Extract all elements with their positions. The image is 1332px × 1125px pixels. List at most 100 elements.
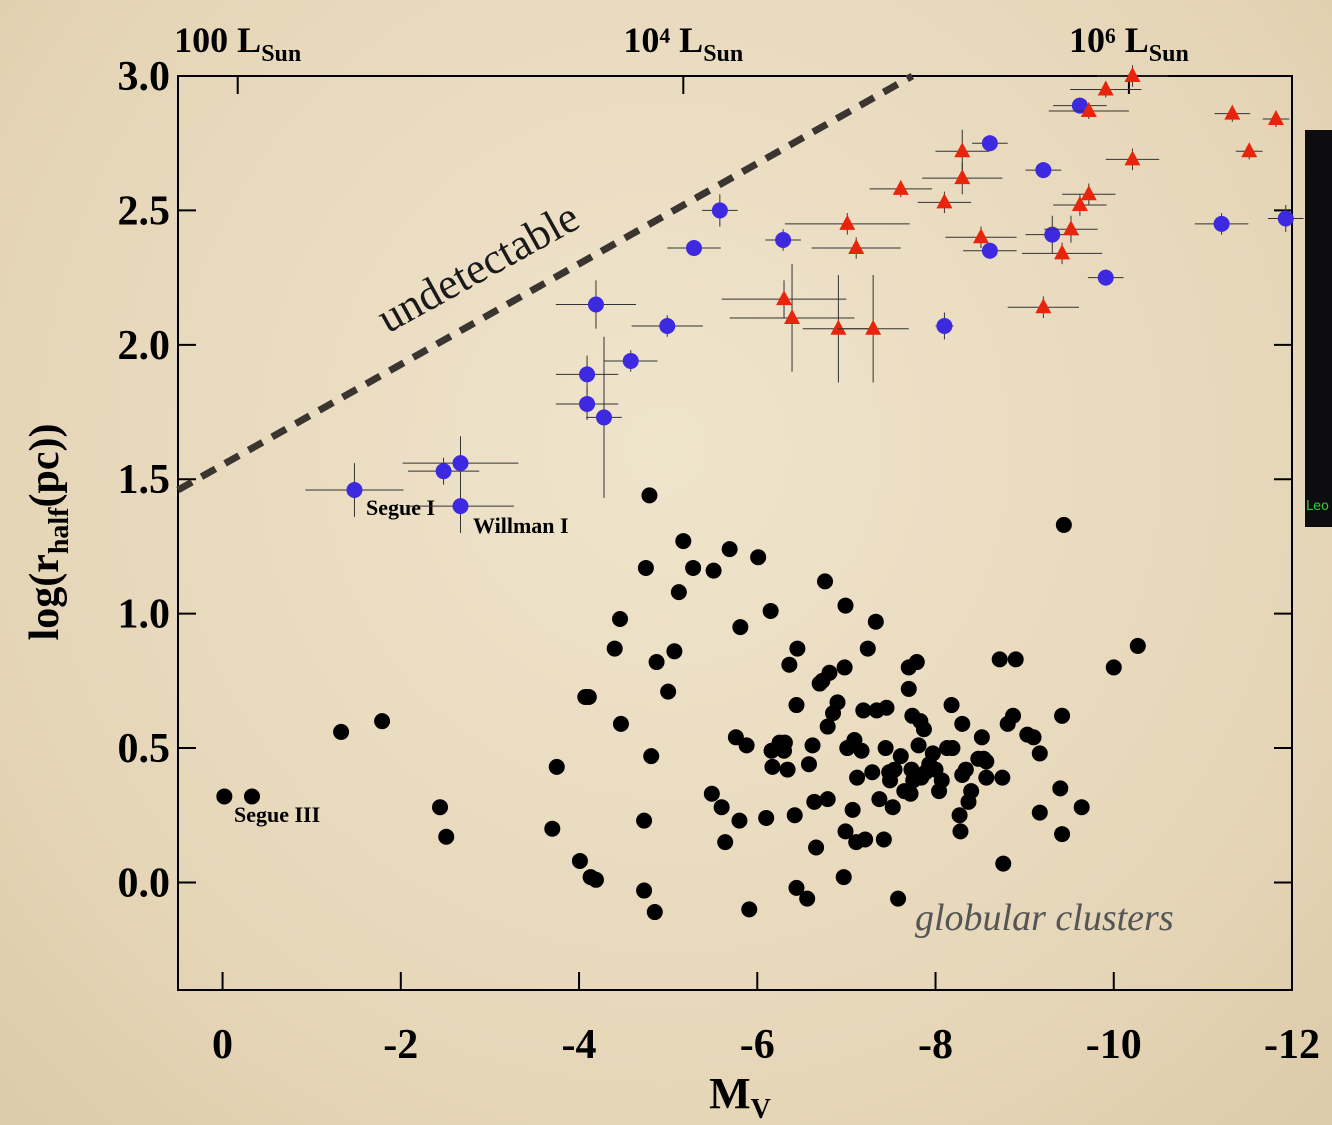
x-tick-label: -4 — [562, 1022, 597, 1068]
point — [844, 801, 861, 818]
point — [877, 740, 894, 757]
point — [924, 745, 941, 762]
point — [908, 654, 925, 671]
point — [830, 319, 847, 335]
point — [580, 688, 597, 705]
point — [848, 239, 865, 255]
point — [871, 791, 888, 808]
point — [981, 135, 998, 152]
y-tick-label: 0.5 — [118, 726, 171, 772]
point — [703, 785, 720, 802]
point — [1071, 97, 1088, 114]
point — [636, 882, 653, 899]
point — [670, 584, 687, 601]
point — [800, 756, 817, 773]
point — [839, 214, 856, 230]
point — [758, 809, 775, 826]
point — [991, 651, 1008, 668]
point — [1097, 269, 1114, 286]
x2-tick-label-sub: Sun — [1149, 41, 1189, 67]
point — [981, 242, 998, 259]
point — [878, 699, 895, 716]
point — [933, 772, 950, 789]
x2-tick-label: 10⁶ LSun — [1069, 20, 1189, 67]
point — [835, 869, 852, 886]
point — [1052, 780, 1069, 797]
point — [963, 783, 980, 800]
point — [1054, 244, 1071, 260]
point — [713, 799, 730, 816]
x-axis-label-main: M — [709, 1069, 751, 1118]
point — [1007, 651, 1024, 668]
point — [1054, 707, 1071, 724]
point — [855, 702, 872, 719]
point — [776, 734, 793, 751]
point — [943, 697, 960, 714]
point — [837, 823, 854, 840]
point — [1277, 210, 1294, 227]
point — [776, 290, 793, 306]
point — [666, 643, 683, 660]
point — [216, 788, 233, 805]
point — [819, 718, 836, 735]
point — [779, 761, 796, 778]
x-tick-label: -10 — [1086, 1022, 1142, 1068]
point — [711, 202, 728, 219]
annotation: globular clusters — [915, 897, 1174, 939]
inset-image — [1305, 130, 1332, 527]
y-axis-label-sub: half — [44, 507, 75, 554]
point — [612, 611, 629, 628]
point — [1054, 826, 1071, 843]
point — [1267, 110, 1284, 126]
point — [1044, 226, 1061, 243]
point — [915, 721, 932, 738]
y-axis-label: log(rhalf(pc)) — [22, 424, 75, 641]
x-tick-label: -12 — [1264, 1022, 1320, 1068]
point — [438, 828, 455, 845]
point — [853, 742, 870, 759]
point — [685, 559, 702, 576]
y-tick-label: 1.0 — [118, 592, 171, 638]
x2-tick-label-main: 100 L — [174, 20, 261, 60]
point — [954, 169, 971, 185]
y-tick-label: 2.0 — [118, 323, 171, 369]
x2-tick-label-sub: Sun — [703, 41, 743, 67]
point — [641, 487, 658, 504]
point — [952, 823, 969, 840]
x-axis-label: MV — [709, 1069, 771, 1125]
point — [902, 785, 919, 802]
point — [346, 481, 363, 498]
point — [587, 871, 604, 888]
point — [788, 879, 805, 896]
point — [892, 179, 909, 195]
point — [1124, 150, 1141, 166]
point — [675, 533, 692, 550]
x2-tick-label: 100 LSun — [174, 20, 301, 67]
annotation: undetectable — [369, 192, 587, 343]
point — [819, 791, 836, 808]
x2-tick-label: 10⁴ LSun — [623, 20, 743, 67]
point — [978, 769, 995, 786]
x-tick-label: -8 — [918, 1022, 953, 1068]
point — [788, 697, 805, 714]
point — [731, 812, 748, 829]
point — [837, 597, 854, 614]
point — [784, 308, 801, 324]
point — [836, 659, 853, 676]
point — [806, 793, 823, 810]
point — [762, 602, 779, 619]
point — [1031, 804, 1048, 821]
point — [829, 694, 846, 711]
point — [1025, 729, 1042, 746]
point — [374, 713, 391, 730]
point — [821, 664, 838, 681]
point — [648, 654, 665, 671]
point — [1080, 101, 1097, 117]
point — [435, 463, 452, 480]
point — [1071, 196, 1088, 212]
point — [944, 740, 961, 757]
point — [750, 549, 767, 566]
point — [717, 834, 734, 851]
point — [432, 799, 449, 816]
point — [808, 839, 825, 856]
